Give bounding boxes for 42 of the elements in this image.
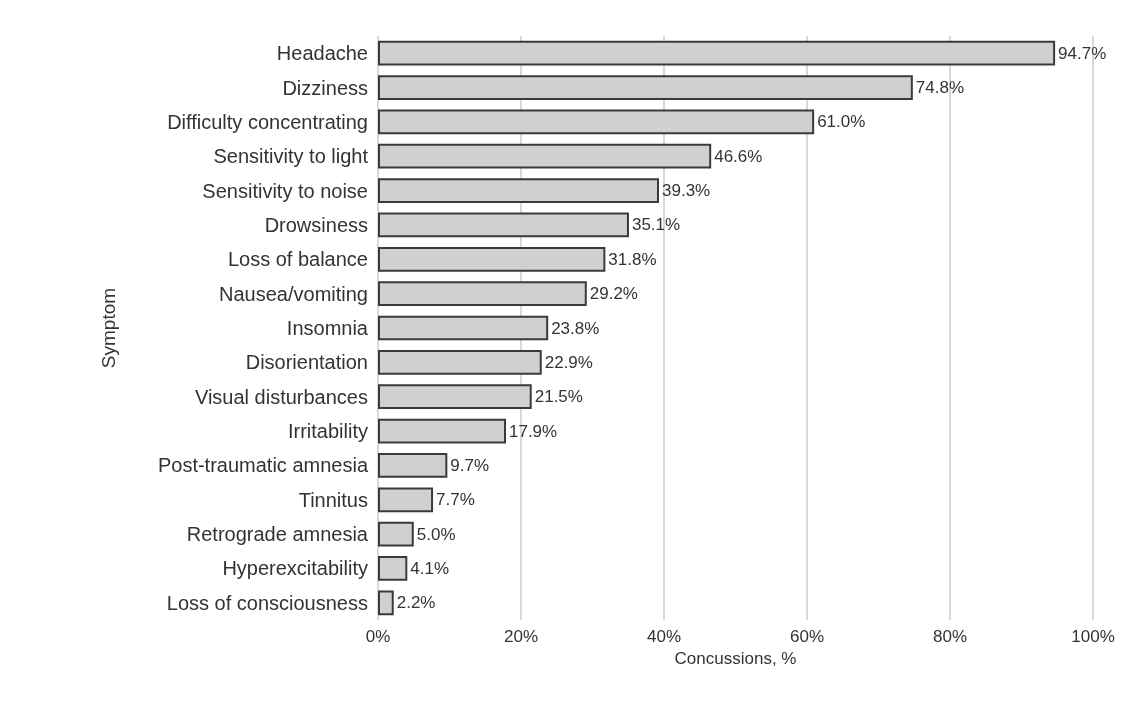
data-label: 17.9% (508, 421, 558, 441)
y-tick-label: Insomnia (286, 317, 369, 339)
data-label: 23.8% (551, 318, 600, 338)
x-tick-label: 0% (365, 627, 391, 646)
data-label: 5.0% (416, 524, 456, 544)
y-tick-label: Dizziness (282, 76, 368, 99)
y-axis-title: Symptom (98, 287, 119, 369)
data-label: 46.6% (714, 146, 763, 166)
data-label: 9.7% (450, 455, 490, 475)
data-label: 21.5% (534, 387, 583, 407)
y-tick-label: Difficulty concentrating (167, 110, 368, 133)
data-label: 22.9% (544, 352, 593, 372)
y-tick-label: Visual disturbances (194, 385, 368, 408)
data-label: 39.3% (661, 181, 711, 201)
y-tick-label: Disorientation (245, 351, 368, 374)
y-tick-label: Loss of balance (227, 248, 368, 271)
data-label: 31.8% (608, 249, 657, 269)
y-tick-label: Headache (276, 42, 368, 65)
x-tick-label: 80% (932, 627, 968, 646)
y-tick-label: Retrograde amnesia (186, 523, 369, 546)
data-label: 94.7% (1058, 43, 1107, 63)
x-tick-label: 100% (1071, 627, 1115, 646)
data-label: 7.7% (436, 490, 475, 510)
y-tick-label: Drowsiness (264, 213, 368, 236)
y-tick-label: Sensitivity to light (213, 145, 369, 168)
x-tick-label: 20% (503, 627, 539, 646)
y-tick-label: Nausea/vomiting (219, 282, 368, 305)
y-tick-label: Sensitivity to noise (202, 179, 368, 202)
x-tick-label: 40% (646, 627, 682, 646)
y-tick-label: Tinnitus (298, 488, 368, 511)
data-label: 74.8% (915, 78, 965, 98)
y-tick-label: Loss of consciousness (166, 591, 368, 614)
x-tick-label: 60% (789, 627, 825, 646)
x-axis-title: Concussions, % (674, 648, 797, 668)
y-tick-label: Hyperexcitability (222, 557, 368, 580)
data-label: 2.2% (396, 593, 436, 613)
y-tick-label: Irritability (287, 420, 368, 443)
data-label: 4.1% (410, 558, 450, 578)
data-label: 61.0% (817, 112, 866, 132)
data-label: 35.1% (631, 215, 681, 235)
y-tick-label: Post-traumatic amnesia (157, 454, 369, 477)
data-label: 29.2% (589, 284, 638, 304)
